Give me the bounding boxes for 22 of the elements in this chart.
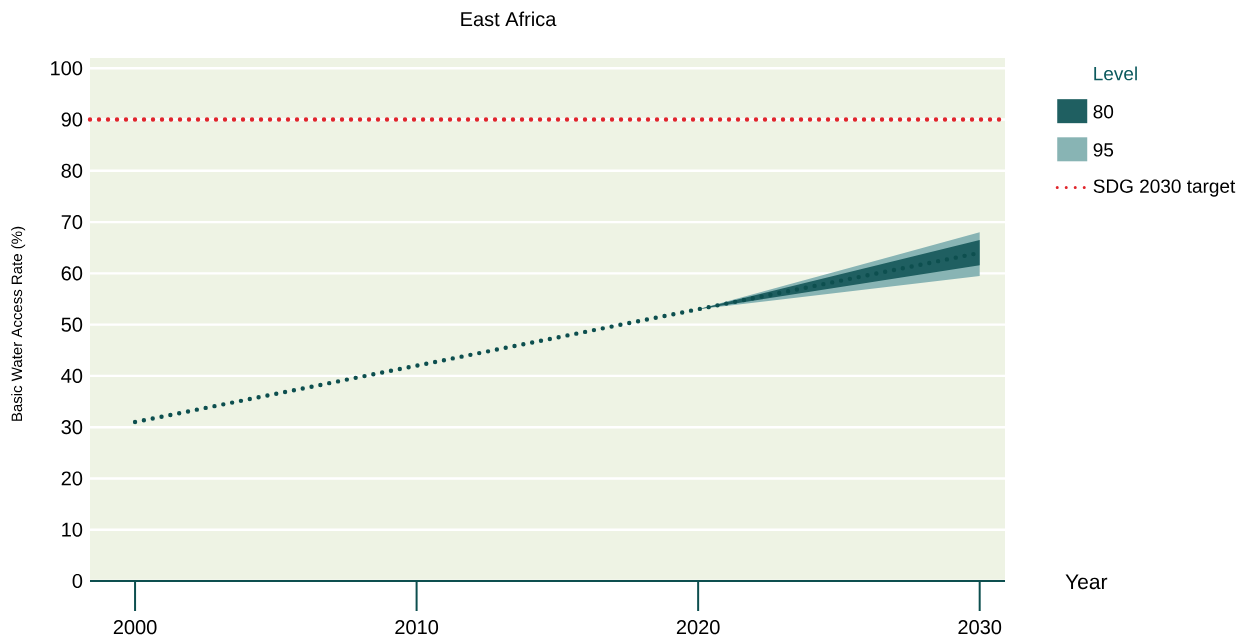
y-tick-label: 10 <box>62 522 83 537</box>
x-axis-title: Year <box>1065 574 1108 590</box>
y-tick-label: 80 <box>61 163 83 178</box>
x-tick-label: 2010 <box>395 620 439 635</box>
y-tick-label: 90 <box>61 112 83 127</box>
y-axis-title: Basic Water Access Rate (%) <box>11 226 26 421</box>
y-tick-label: 20 <box>61 471 83 486</box>
y-tick-label: 50 <box>61 317 83 332</box>
legend-label: 80 <box>1093 105 1114 119</box>
x-tick-label: 2030 <box>958 620 1002 635</box>
legend-label: SDG 2030 target <box>1093 179 1236 197</box>
y-tick-label: 70 <box>61 215 83 230</box>
x-tick-label: 2020 <box>676 620 720 635</box>
y-tick-label: 40 <box>61 368 83 383</box>
legend-label: 95 <box>1093 143 1114 157</box>
chart-title: East Africa <box>461 11 557 27</box>
x-tick-label: 2000 <box>113 620 157 635</box>
y-tick-label: 100 <box>51 61 83 76</box>
y-tick-label: 0 <box>72 573 83 589</box>
legend-title: Level <box>1094 66 1137 81</box>
y-tick-label: 30 <box>61 420 83 435</box>
y-tick-label: 60 <box>61 266 83 281</box>
